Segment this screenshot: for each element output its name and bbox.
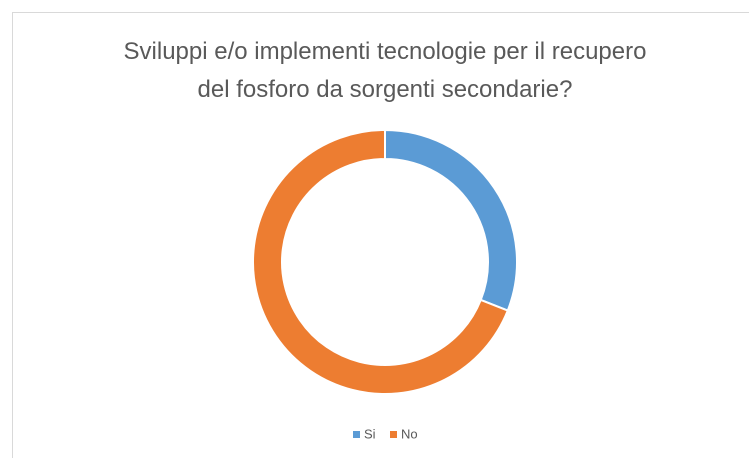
legend-swatch [390, 431, 397, 438]
legend-label: No [401, 426, 418, 441]
chart-title: Sviluppi e/o implementi tecnologie per i… [123, 38, 647, 103]
legend-label: Si [364, 426, 376, 441]
donut-segment [252, 128, 510, 395]
donut-segment [384, 128, 518, 312]
chart-frame [12, 12, 749, 458]
legend-swatch [353, 431, 360, 438]
